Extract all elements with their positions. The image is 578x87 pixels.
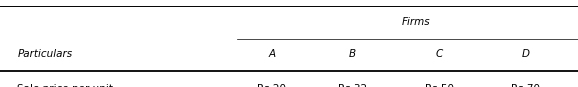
Text: Rs 50: Rs 50 (425, 84, 454, 87)
Text: A: A (268, 49, 275, 59)
Text: Firms: Firms (402, 17, 431, 27)
Text: Rs 32: Rs 32 (338, 84, 367, 87)
Text: Rs 70: Rs 70 (512, 84, 540, 87)
Text: Rs 20: Rs 20 (257, 84, 286, 87)
Text: B: B (349, 49, 356, 59)
Text: D: D (522, 49, 530, 59)
Text: Sale price per unit: Sale price per unit (17, 84, 113, 87)
Text: C: C (436, 49, 443, 59)
Text: Particulars: Particulars (17, 49, 72, 59)
